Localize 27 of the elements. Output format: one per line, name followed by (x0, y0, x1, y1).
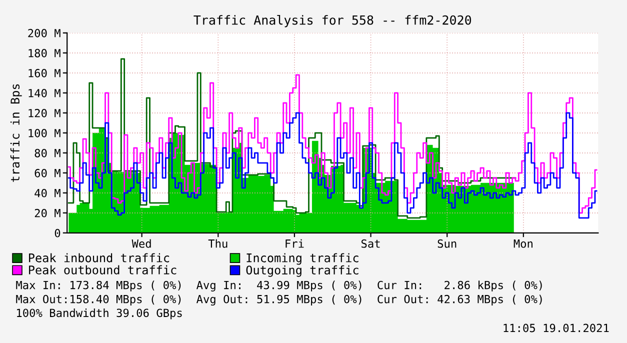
x-tick-label: Wed (132, 239, 151, 248)
text: Max In: 173.84 MBps ( 0%) Avg In: 43.99 MBps ( 0%) Cur In: 2.86 kBps ( 0%) (16, 280, 542, 292)
y-tick-label: 20 M (34, 208, 60, 218)
y-tick-label: 120 M (28, 108, 60, 118)
y-tick-label: 200 M (28, 28, 60, 38)
y-tick-label: 0 (54, 228, 60, 238)
x-tick-label: Fri (286, 239, 304, 248)
y-tick-label: 160 M (28, 68, 60, 78)
legend-label: Incoming traffic (246, 253, 358, 265)
legend-label: Peak inbound traffic (29, 253, 170, 262)
y-tick-label: 60 M (34, 168, 60, 178)
y-tick-label: 140 M (28, 88, 60, 98)
chart-title: Traffic Analysis for 558 -- ffm2-2020 (194, 15, 472, 28)
legend-label: Peak outbound traffic (29, 265, 176, 274)
x-tick-label: Sun (438, 239, 456, 248)
y-tick-label: 80 M (34, 148, 60, 158)
x-tick-label: Mon (514, 240, 532, 248)
text: 100% Bandwidth 39.06 GBps (17, 308, 182, 320)
y-tick-label: 180 M (28, 48, 60, 58)
legend-label: Outgoing traffic (246, 265, 358, 277)
y-tick-label: 40 M (34, 188, 60, 198)
x-tick-label: Sat (362, 239, 380, 248)
y-tick-label: 100 M (28, 128, 60, 138)
text: 11:05 19.01.2021 (504, 324, 609, 332)
text: Max Out:158.40 MBps ( 0%) Avg Out: 51.95 MBps ( 0%) Cur Out: 42.63 MBps ( 0%) (16, 294, 542, 306)
y-axis-title: traffic in Bps (10, 84, 22, 182)
x-tick-label: Thu (208, 239, 228, 248)
